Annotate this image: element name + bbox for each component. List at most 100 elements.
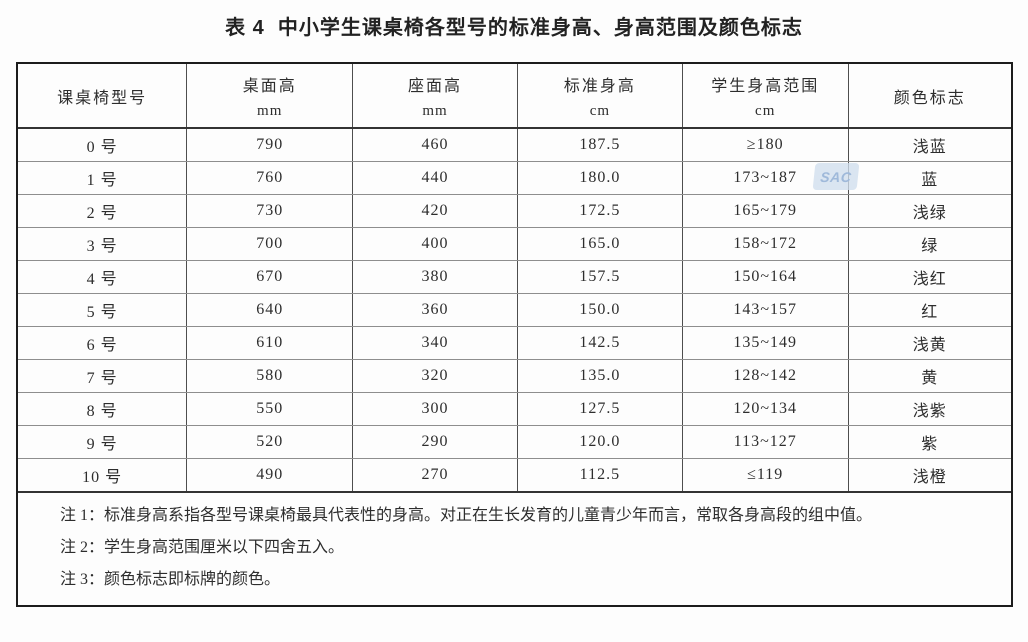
column-label: 学生身高范围 (711, 77, 820, 95)
column-label: 课桌椅型号 (57, 89, 148, 107)
cell-color-mark: 浅蓝 (847, 128, 1011, 162)
column-header-3: 标准身高 cm (516, 64, 683, 129)
cell-color-mark: 蓝 (847, 161, 1011, 195)
cell-standard-height-cm: 165.0 (516, 227, 683, 261)
table-row: 2 号 730 420 172.5 165~179 浅绿 (18, 194, 1011, 228)
table-title: 表 4 中小学生课桌椅各型号的标准身高、身高范围及颜色标志 (225, 17, 803, 39)
cell-color-mark: 浅黄 (847, 326, 1011, 360)
cell-model: 6 号 (18, 326, 187, 360)
table-body: 0 号 790 460 187.5 ≥180 浅蓝 1 号 760 440 180.0 173~18… (18, 128, 1011, 491)
cell-desk-height-mm: 490 (186, 458, 353, 491)
cell-desk-height-mm: 550 (186, 392, 353, 426)
cell-color-mark: 浅绿 (847, 194, 1011, 228)
cell-height-range-cm: 158~172 (681, 227, 849, 261)
cell-height-range-cm: 143~157 (681, 293, 849, 327)
cell-desk-height-mm: 580 (186, 359, 353, 393)
cell-model: 3 号 (18, 227, 187, 261)
note-text: 标准身高系指各型号课桌椅最具代表性的身高。对正在生长发育的儿童青少年而言，常取各… (104, 507, 873, 524)
note-3: 注 3： 颜色标志即标牌的颜色。 (60, 564, 991, 596)
table-row: 6 号 610 340 142.5 135~149 浅黄 (18, 326, 1011, 360)
cell-height-range-cm: 113~127 (681, 425, 849, 459)
cell-color-mark: 浅橙 (847, 458, 1011, 491)
cell-height-range-cm: 120~134 (681, 392, 849, 426)
desk-chair-size-table: 课桌椅型号 桌面高 mm 座面高 mm 标准身高 cm 学生身高范围 cm 颜色标志 0 号 790… (18, 64, 1011, 491)
note-label: 注 2： (60, 539, 105, 556)
column-unit: mm (257, 102, 283, 119)
cell-model: 9 号 (18, 425, 187, 459)
column-label: 桌面高 (242, 77, 297, 95)
cell-standard-height-cm: 120.0 (516, 425, 683, 459)
cell-desk-height-mm: 760 (186, 161, 353, 195)
cell-standard-height-cm: 112.5 (516, 458, 683, 491)
note-2: 注 2： 学生身高范围厘米以下四舍五入。 (60, 532, 991, 564)
cell-seat-height-mm: 300 (352, 392, 518, 426)
cell-model: 0 号 (18, 128, 187, 162)
column-unit: cm (589, 102, 611, 119)
column-header-1: 桌面高 mm (186, 64, 353, 129)
cell-height-range-cm: 128~142 (681, 359, 849, 393)
cell-height-range-cm: ≥180 (681, 128, 849, 162)
cell-color-mark: 浅红 (847, 260, 1011, 294)
table-frame: 课桌椅型号 桌面高 mm 座面高 mm 标准身高 cm 学生身高范围 cm 颜色标志 0 号 790… (16, 62, 1013, 607)
table-row: 7 号 580 320 135.0 128~142 黄 (18, 359, 1011, 393)
cell-desk-height-mm: 520 (186, 425, 353, 459)
cell-standard-height-cm: 172.5 (516, 194, 683, 228)
table-row: 8 号 550 300 127.5 120~134 浅紫 (18, 392, 1011, 426)
note-text: 学生身高范围厘米以下四舍五入。 (104, 539, 345, 556)
column-unit: mm (422, 102, 448, 119)
cell-seat-height-mm: 420 (352, 194, 518, 228)
cell-model: 1 号 (18, 161, 187, 195)
cell-seat-height-mm: 400 (352, 227, 518, 261)
cell-color-mark: 浅紫 (847, 392, 1011, 426)
cell-desk-height-mm: 610 (186, 326, 353, 360)
cell-desk-height-mm: 700 (186, 227, 353, 261)
cell-model: 8 号 (18, 392, 187, 426)
sac-watermark-logo: SAC (812, 163, 860, 190)
column-unit: cm (755, 102, 776, 119)
column-header-4: 学生身高范围 cm (681, 64, 849, 129)
table-row: 1 号 760 440 180.0 173~187 蓝 (18, 161, 1011, 195)
cell-seat-height-mm: 320 (352, 359, 518, 393)
cell-standard-height-cm: 180.0 (516, 161, 683, 195)
cell-color-mark: 紫 (847, 425, 1011, 459)
cell-model: 7 号 (18, 359, 187, 393)
column-header-0: 课桌椅型号 (18, 64, 187, 129)
column-header-5: 颜色标志 (847, 64, 1011, 129)
cell-model: 10 号 (82, 468, 123, 486)
cell-seat-height-mm: 340 (352, 326, 518, 360)
table-row: 0 号 790 460 187.5 ≥180 浅蓝 (18, 128, 1011, 162)
cell-seat-height-mm: 270 (352, 458, 518, 491)
cell-color-mark: 绿 (847, 227, 1011, 261)
cell-standard-height-cm: 150.0 (516, 293, 683, 327)
header-row: 课桌椅型号 桌面高 mm 座面高 mm 标准身高 cm 学生身高范围 cm 颜色标志 (18, 64, 1011, 129)
cell-desk-height-mm: 640 (186, 293, 353, 327)
column-label: 颜色标志 (893, 89, 966, 107)
cell-standard-height-cm: 157.5 (516, 260, 683, 294)
cell-standard-height-cm: 187.5 (516, 128, 683, 162)
note-label: 注 3： (60, 571, 105, 588)
cell-desk-height-mm: 790 (186, 128, 353, 162)
notes-section: 注 1： 标准身高系指各型号课桌椅最具代表性的身高。对正在生长发育的儿童青少年而言… (18, 491, 1011, 605)
cell-height-range-cm: 165~179 (681, 194, 849, 228)
cell-model: 4 号 (18, 260, 187, 294)
cell-height-range-cm: 150~164 (681, 260, 849, 294)
cell-standard-height-cm: 142.5 (516, 326, 683, 360)
cell-desk-height-mm: 730 (186, 194, 353, 228)
cell-height-range-cm: 135~149 (681, 326, 849, 360)
cell-height-range-cm: ≤119 (681, 458, 849, 491)
cell-standard-height-cm: 135.0 (516, 359, 683, 393)
table-row: 10 号 490 270 112.5 ≤119 浅橙 (18, 458, 1011, 491)
cell-seat-height-mm: 290 (352, 425, 518, 459)
cell-seat-height-mm: 360 (352, 293, 518, 327)
cell-seat-height-mm: 440 (352, 161, 518, 195)
cell-seat-height-mm: 380 (352, 260, 518, 294)
cell-seat-height-mm: 460 (352, 128, 518, 162)
table-row: 3 号 700 400 165.0 158~172 绿 (18, 227, 1011, 261)
column-label: 标准身高 (563, 77, 636, 95)
cell-color-mark: 红 (847, 293, 1011, 327)
cell-model: 5 号 (18, 293, 187, 327)
note-label: 注 1： (60, 507, 105, 524)
column-label: 座面高 (408, 77, 463, 95)
cell-standard-height-cm: 127.5 (516, 392, 683, 426)
